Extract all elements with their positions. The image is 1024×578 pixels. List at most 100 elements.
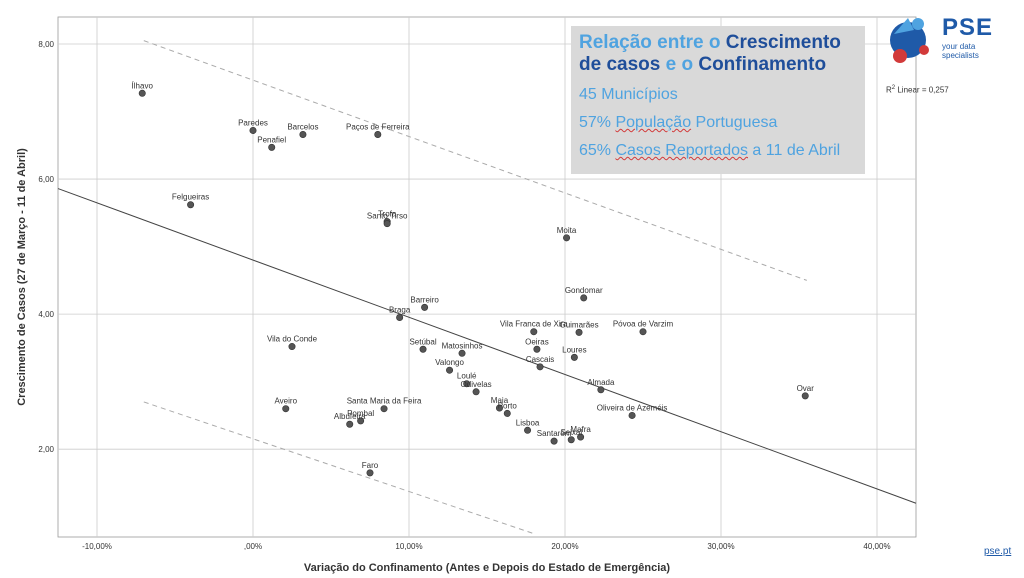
info-part: a 11 de Abril [747, 142, 841, 159]
fit-lines [57, 40, 917, 535]
data-point [366, 469, 374, 477]
y-tick-label: 2,00 [38, 445, 54, 454]
data-point-label: Faro [362, 461, 379, 470]
data-point [628, 411, 636, 419]
data-point-label: Felgueiras [172, 193, 209, 202]
data-point-label: Vila Franca de Xira [500, 320, 568, 329]
data-point-label: Paredes [238, 118, 268, 127]
data-point-label: Braga [389, 306, 411, 315]
data-point [458, 349, 466, 357]
data-point-label: Barcelos [287, 123, 318, 132]
data-point [446, 366, 454, 374]
data-point-label: Santo Tirso [367, 212, 408, 221]
data-point-label: Maia [491, 396, 509, 405]
info-part: 57% [579, 114, 616, 131]
data-point [575, 328, 583, 336]
r2-value: Linear = 0,257 [897, 85, 949, 95]
x-tick-label: 10,00% [395, 542, 422, 551]
info-municipios: 45 Municípios [579, 86, 678, 103]
data-point-label: Matosinhos [442, 341, 483, 350]
data-point [495, 404, 503, 412]
data-point-label: Vila do Conde [267, 335, 318, 344]
data-point-label: Cascais [526, 355, 554, 364]
data-point-label: Ílhavo [132, 81, 154, 90]
info-part: Casos Reportados [615, 142, 748, 159]
data-point [580, 294, 588, 302]
data-point [597, 386, 605, 394]
data-point [563, 234, 571, 242]
data-point [801, 392, 809, 400]
ci-lower-line [143, 401, 534, 535]
data-point-label: Trofa [378, 210, 397, 219]
title-part: Confinamento [698, 54, 827, 75]
x-axis-ticks: -10,00% ,00% 10,00% 20,00% 30,00% 40,00% [82, 542, 890, 551]
data-point-label: Odivelas [461, 380, 492, 389]
data-point-label: Mafra [570, 425, 591, 434]
data-point-label: Setúbal [409, 337, 436, 346]
data-point [570, 353, 578, 361]
data-point-label: Oeiras [525, 337, 549, 346]
data-point [268, 143, 276, 151]
data-point [503, 409, 511, 417]
data-point-label: Lisboa [516, 418, 540, 427]
x-tick-label: ,00% [244, 542, 262, 551]
data-point-label: Barreiro [410, 295, 439, 304]
data-point [357, 417, 365, 425]
data-point-label: Loures [562, 345, 586, 354]
data-point [380, 405, 388, 413]
data-point [374, 131, 382, 139]
title-part: Relação entre o [579, 32, 726, 53]
data-point-label: Loulé [457, 372, 477, 381]
x-tick-label: 20,00% [551, 542, 578, 551]
r2-sup: 2 [891, 85, 896, 91]
ci-upper-line [143, 40, 807, 281]
data-point [524, 426, 532, 434]
data-point [577, 433, 585, 441]
data-point-label: Gondomar [565, 286, 603, 295]
fit-line [57, 188, 917, 504]
r2-label: R2 Linear = 0,257 [886, 85, 949, 95]
data-point-label: Santa Maria da Feira [347, 397, 422, 406]
pse-logo-tagline: your data specialists [942, 42, 979, 60]
title-part: e o [660, 54, 699, 75]
x-tick-label: 40,00% [863, 542, 890, 551]
site-link[interactable]: pse.pt [984, 546, 1012, 557]
pse-logo: PSE your data specialists [884, 10, 1004, 70]
x-tick-label: -10,00% [82, 542, 112, 551]
data-point [567, 436, 575, 444]
gridlines [58, 17, 916, 537]
data-point-label: Penafiel [257, 135, 286, 144]
info-part: 65% [579, 142, 616, 159]
y-axis-title: Crescimento de Casos (27 de Março - 11 d… [16, 148, 28, 406]
data-point-label: Porto [498, 401, 518, 410]
title-part: Crescimento [725, 32, 841, 53]
r2-prefix: R [886, 85, 892, 95]
info-casos: 65% Casos Reportados a 11 de Abril [579, 142, 857, 160]
title-part: de casos [579, 54, 661, 75]
data-point [421, 303, 429, 311]
info-box: Relação entre o Crescimento de casos e o… [571, 26, 865, 174]
data-point [396, 314, 404, 322]
data-point-label: Paços de Ferreira [346, 123, 410, 132]
info-part: Portuguesa [691, 114, 778, 131]
data-point [419, 345, 427, 353]
info-part: População [615, 114, 692, 131]
data-point [249, 126, 257, 134]
data-point [639, 328, 647, 336]
x-axis-title: Variação do Confinamento (Antes e Depois… [304, 562, 670, 574]
data-point-label: Pombal [347, 409, 374, 418]
data-point-label: Aveiro [274, 397, 297, 406]
info-title: Relação entre o Crescimento de casos e o… [579, 32, 857, 76]
y-tick-label: 6,00 [38, 175, 54, 184]
data-point [550, 437, 558, 445]
pse-logo-name: PSE [942, 14, 994, 41]
data-point-label: Santarém [537, 429, 572, 438]
y-axis-ticks: 2,00 4,00 6,00 8,00 [38, 40, 54, 454]
data-point [536, 363, 544, 371]
data-point [288, 343, 296, 351]
data-point [138, 89, 146, 97]
data-point [282, 405, 290, 413]
data-point [187, 201, 195, 209]
data-point-label: Oliveira de Azeméis [597, 403, 668, 412]
